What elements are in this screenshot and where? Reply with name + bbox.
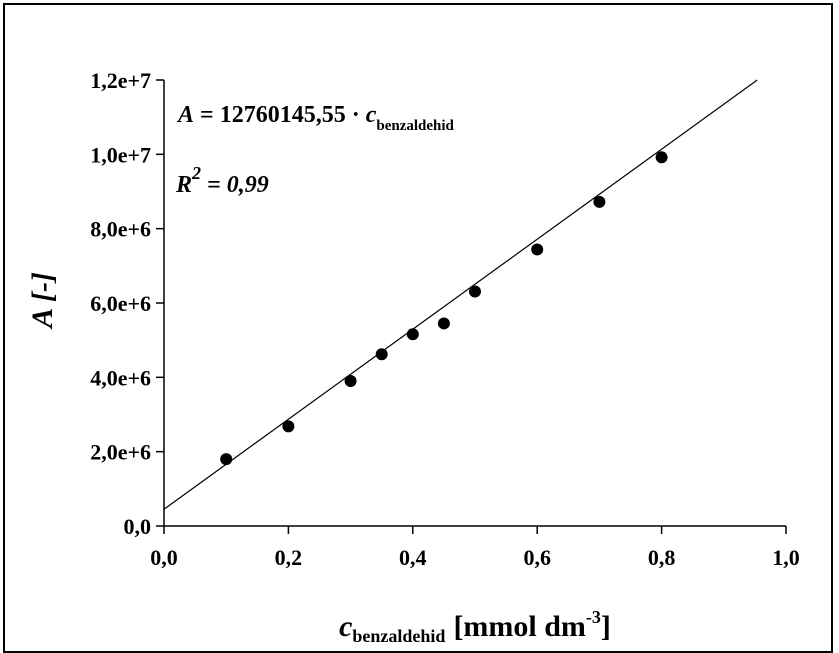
data-point (437, 317, 450, 330)
x-tick-label: 0,6 (523, 545, 551, 570)
data-points (220, 151, 668, 466)
svg-text:A = 12760145,55 · cbenzaldehid: A = 12760145,55 · cbenzaldehid (176, 102, 455, 134)
r2-annotation: R2 = 0,99 (175, 163, 269, 198)
equation-var: c (366, 102, 377, 128)
data-point (531, 243, 544, 256)
y-tick-label: 4,0e+6 (90, 365, 151, 390)
data-point (344, 375, 357, 388)
x-axis-title: cbenzaldehid [mmol dm-3] (339, 607, 611, 646)
y-tick-label: 0,0 (124, 514, 152, 539)
x-tick-label: 1,0 (772, 545, 800, 570)
equation-annotation: A = 12760145,55 · cbenzaldehid (176, 102, 455, 134)
data-point (282, 420, 295, 433)
x-tick-label: 0,2 (275, 545, 303, 570)
equation-lhs: A (176, 102, 194, 128)
x-ticks: 0,0 0,2 0,4 0,6 0,8 1,0 (150, 526, 800, 570)
data-point (469, 285, 481, 298)
x-tick-label: 0,8 (648, 545, 676, 570)
axes (163, 80, 786, 527)
y-axis-title: A [-] (26, 272, 59, 330)
y-tick-label: 1,2e+7 (90, 68, 151, 93)
x-tick-label: 0,0 (150, 545, 178, 570)
x-axis-title-close: ] (601, 610, 611, 643)
data-point (406, 328, 419, 341)
svg-text:R2 = 0,99: R2 = 0,99 (175, 163, 269, 198)
r2-exp: 2 (191, 163, 201, 183)
x-axis-title-unit: [mmol dm (453, 610, 585, 643)
y-tick-label: 6,0e+6 (90, 291, 151, 316)
fit-line-group (163, 79, 758, 510)
data-point (375, 348, 388, 361)
r2-var: R (175, 172, 192, 198)
chart-frame (3, 3, 833, 653)
r2-rest: = 0,99 (201, 172, 269, 198)
x-axis-title-var: c (339, 610, 352, 643)
y-ticks: 0,0 2,0e+6 4,0e+6 6,0e+6 8,0e+6 1,0e+7 1,2e+7 (90, 68, 164, 539)
y-tick-label: 8,0e+6 (90, 217, 151, 242)
data-point (655, 151, 668, 164)
fit-line (163, 79, 758, 510)
data-point (593, 195, 606, 208)
x-tick-label: 0,4 (399, 545, 427, 570)
y-tick-label: 2,0e+6 (90, 440, 151, 465)
equation-sub: benzaldehid (376, 118, 454, 134)
x-axis-title-exp: -3 (586, 607, 601, 627)
equation-mid: = 12760145,55 · (194, 102, 366, 128)
data-point (220, 453, 233, 466)
x-axis-title-sub: benzaldehid (352, 626, 445, 646)
y-tick-label: 1,0e+7 (90, 142, 151, 167)
